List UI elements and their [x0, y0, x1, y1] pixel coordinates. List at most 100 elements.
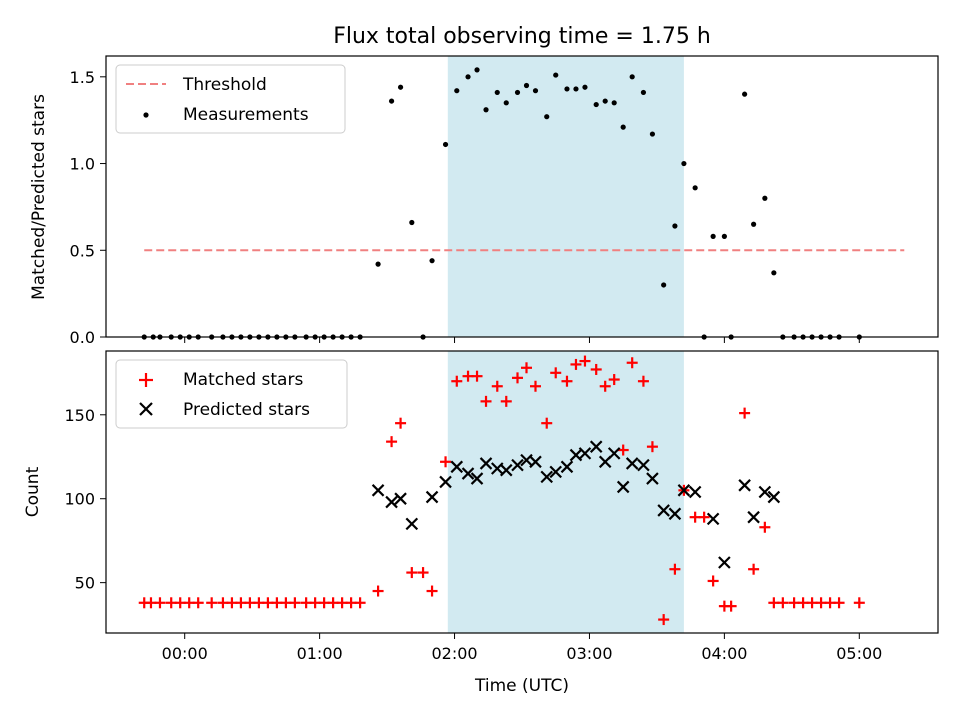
ratio-axes-frame	[105, 55, 939, 338]
matched-point	[561, 375, 573, 387]
measurement-point	[742, 91, 748, 97]
matched-point	[406, 567, 418, 579]
matched-point	[570, 358, 582, 370]
predicted-point	[385, 495, 398, 509]
predicted-point	[439, 475, 452, 489]
predicted-point	[637, 458, 650, 472]
matched-point	[777, 597, 789, 609]
measurement-point	[602, 98, 608, 104]
predicted-point	[529, 455, 542, 469]
measurement-point	[523, 82, 530, 89]
matched-point	[354, 597, 366, 609]
measurement-point	[454, 88, 460, 94]
count-x-tick-label: 02:00	[431, 644, 477, 663]
predicted-point	[450, 460, 464, 474]
matched-point	[748, 563, 760, 575]
predicted-point	[470, 472, 484, 485]
measurement-point	[397, 84, 404, 90]
measurement-point	[751, 221, 757, 227]
matched-point	[550, 367, 562, 379]
count-x-tick-label: 03:00	[566, 644, 612, 663]
matched-point	[590, 363, 602, 375]
measurement-point	[710, 233, 716, 239]
legend-predicted-label: Predicted stars	[183, 400, 310, 420]
matched-point	[637, 375, 649, 387]
predicted-point	[718, 556, 731, 569]
count-x-ticks: 00:00 01:00 02:00 03:00 04:00 05:00	[162, 633, 882, 663]
measurement-point	[762, 195, 768, 201]
matched-point	[395, 417, 407, 429]
matched-point	[440, 456, 452, 468]
ratio-legend: Threshold Measurements	[115, 64, 346, 134]
predicted-point	[607, 447, 621, 460]
measurement-point	[429, 258, 435, 264]
count-x-tick-label: 00:00	[162, 644, 208, 663]
predicted-point	[738, 479, 751, 492]
measurement-point	[388, 98, 395, 104]
matched-point	[541, 417, 553, 429]
measurement-point	[532, 88, 539, 94]
measurement-point	[649, 131, 656, 137]
matched-point	[372, 585, 384, 597]
measurement-point	[721, 233, 727, 239]
matched-point	[669, 563, 681, 575]
predicted-point	[589, 440, 603, 453]
measurement-point	[553, 72, 559, 78]
predicted-point	[657, 504, 670, 517]
ratio-shade	[447, 56, 684, 337]
predicted-point	[479, 457, 493, 470]
predicted-point	[461, 467, 475, 480]
predicted-point	[578, 447, 592, 460]
count-legend: Matched stars Predicted stars	[115, 359, 348, 429]
matched-point	[608, 374, 620, 386]
predicted-point	[688, 485, 702, 499]
predicted-point	[616, 480, 630, 494]
matched-point	[289, 597, 301, 609]
predicted-point	[540, 470, 554, 484]
measurement-point	[692, 185, 698, 191]
predicted-point	[560, 460, 574, 474]
ratio-y-tick-label: 1.0	[70, 155, 95, 174]
measurement-point	[564, 86, 570, 92]
matched-point	[725, 600, 737, 612]
matched-point	[520, 362, 532, 374]
count-y-tick-label: 50	[75, 574, 95, 593]
predicted-point	[668, 507, 682, 521]
measurement-points	[141, 67, 862, 340]
predicted-point	[706, 512, 720, 526]
measurement-point	[620, 124, 626, 130]
measurement-point	[503, 100, 509, 106]
matched-point	[192, 597, 204, 609]
predicted-point	[499, 463, 513, 477]
matched-point	[599, 380, 611, 392]
ratio-y-tick-label: 0.0	[70, 328, 95, 347]
matched-point	[529, 380, 541, 392]
measurement-point	[661, 282, 667, 288]
count-y-ticks: 50 100 150	[64, 406, 106, 593]
legend-predicted-swatch	[139, 402, 153, 416]
measurement-point	[593, 101, 599, 108]
count-y-tick-label: 100	[64, 490, 95, 509]
matched-point	[154, 597, 166, 609]
measurement-point	[573, 86, 579, 92]
predicted-point	[767, 490, 781, 504]
legend-measurement-swatch	[143, 112, 149, 118]
measurement-point	[629, 74, 635, 80]
measurement-point	[611, 100, 617, 106]
matched-point	[500, 395, 512, 407]
predicted-point	[425, 490, 439, 504]
measurement-point	[582, 84, 588, 90]
matched-point	[451, 375, 463, 387]
matched-point	[626, 357, 638, 369]
matched-point	[707, 575, 719, 587]
matched-point	[512, 372, 524, 384]
count-x-tick-label: 05:00	[836, 644, 882, 663]
measurement-point	[640, 89, 647, 96]
chart-title: Flux total observing time = 1.75 h	[333, 24, 711, 49]
predicted-point	[549, 465, 563, 479]
matched-point	[759, 521, 771, 533]
count-x-label: Time (UTC)	[474, 676, 569, 696]
predicted-point	[511, 458, 524, 472]
matched-point	[426, 585, 438, 597]
